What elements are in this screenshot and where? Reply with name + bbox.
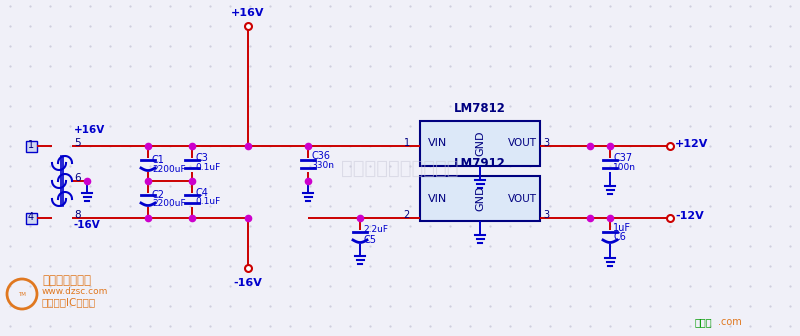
Text: C36: C36	[311, 151, 330, 161]
Text: VOUT: VOUT	[507, 138, 537, 149]
Text: www.dzsc.com: www.dzsc.com	[42, 287, 108, 295]
Text: 3: 3	[543, 210, 549, 220]
Text: LM7912: LM7912	[454, 157, 506, 170]
Text: 维库电子市场网: 维库电子市场网	[42, 274, 91, 287]
Text: 0.1uF: 0.1uF	[195, 198, 220, 207]
Text: C37: C37	[613, 153, 632, 163]
Text: -12V: -12V	[675, 211, 704, 221]
Text: TM: TM	[18, 292, 26, 296]
Text: 330n: 330n	[311, 161, 334, 169]
Text: GND: GND	[475, 186, 485, 211]
Text: C1: C1	[152, 155, 165, 165]
Text: +12V: +12V	[675, 139, 708, 149]
Text: C5: C5	[363, 235, 376, 245]
FancyBboxPatch shape	[420, 121, 540, 166]
Text: C2: C2	[152, 190, 165, 200]
Text: +16V: +16V	[74, 125, 106, 135]
Text: GND: GND	[475, 131, 485, 156]
FancyBboxPatch shape	[26, 141, 37, 152]
Text: VIN: VIN	[428, 138, 448, 149]
Text: 8: 8	[74, 210, 81, 220]
Text: 1: 1	[28, 140, 34, 151]
Text: C4: C4	[195, 188, 208, 198]
Text: 6: 6	[74, 173, 81, 183]
Text: +16V: +16V	[231, 8, 265, 18]
Text: C3: C3	[195, 153, 208, 163]
Text: 5: 5	[74, 138, 81, 148]
Text: .com: .com	[718, 317, 742, 327]
FancyBboxPatch shape	[420, 176, 540, 221]
Text: -16V: -16V	[234, 278, 262, 288]
FancyBboxPatch shape	[26, 213, 37, 224]
Text: 100n: 100n	[613, 163, 636, 171]
Text: 1uF: 1uF	[613, 223, 631, 233]
Text: 0.1uF: 0.1uF	[195, 163, 220, 171]
Text: 2: 2	[404, 210, 410, 220]
Text: 2.2uF: 2.2uF	[363, 225, 388, 235]
Text: 全球最大IC采购网: 全球最大IC采购网	[42, 297, 96, 307]
Text: -16V: -16V	[74, 220, 101, 230]
Text: 杭州将睿科技有限公司: 杭州将睿科技有限公司	[342, 159, 458, 177]
Text: VOUT: VOUT	[507, 194, 537, 204]
Text: VIN: VIN	[428, 194, 448, 204]
Text: 4: 4	[28, 212, 34, 222]
Text: C6: C6	[613, 232, 626, 242]
Text: 接线图: 接线图	[695, 317, 713, 327]
Text: 3: 3	[543, 138, 549, 148]
Text: LM7812: LM7812	[454, 102, 506, 115]
Text: 2200uF: 2200uF	[152, 165, 186, 173]
Text: 1: 1	[404, 138, 410, 148]
Text: 2200uF: 2200uF	[152, 200, 186, 209]
